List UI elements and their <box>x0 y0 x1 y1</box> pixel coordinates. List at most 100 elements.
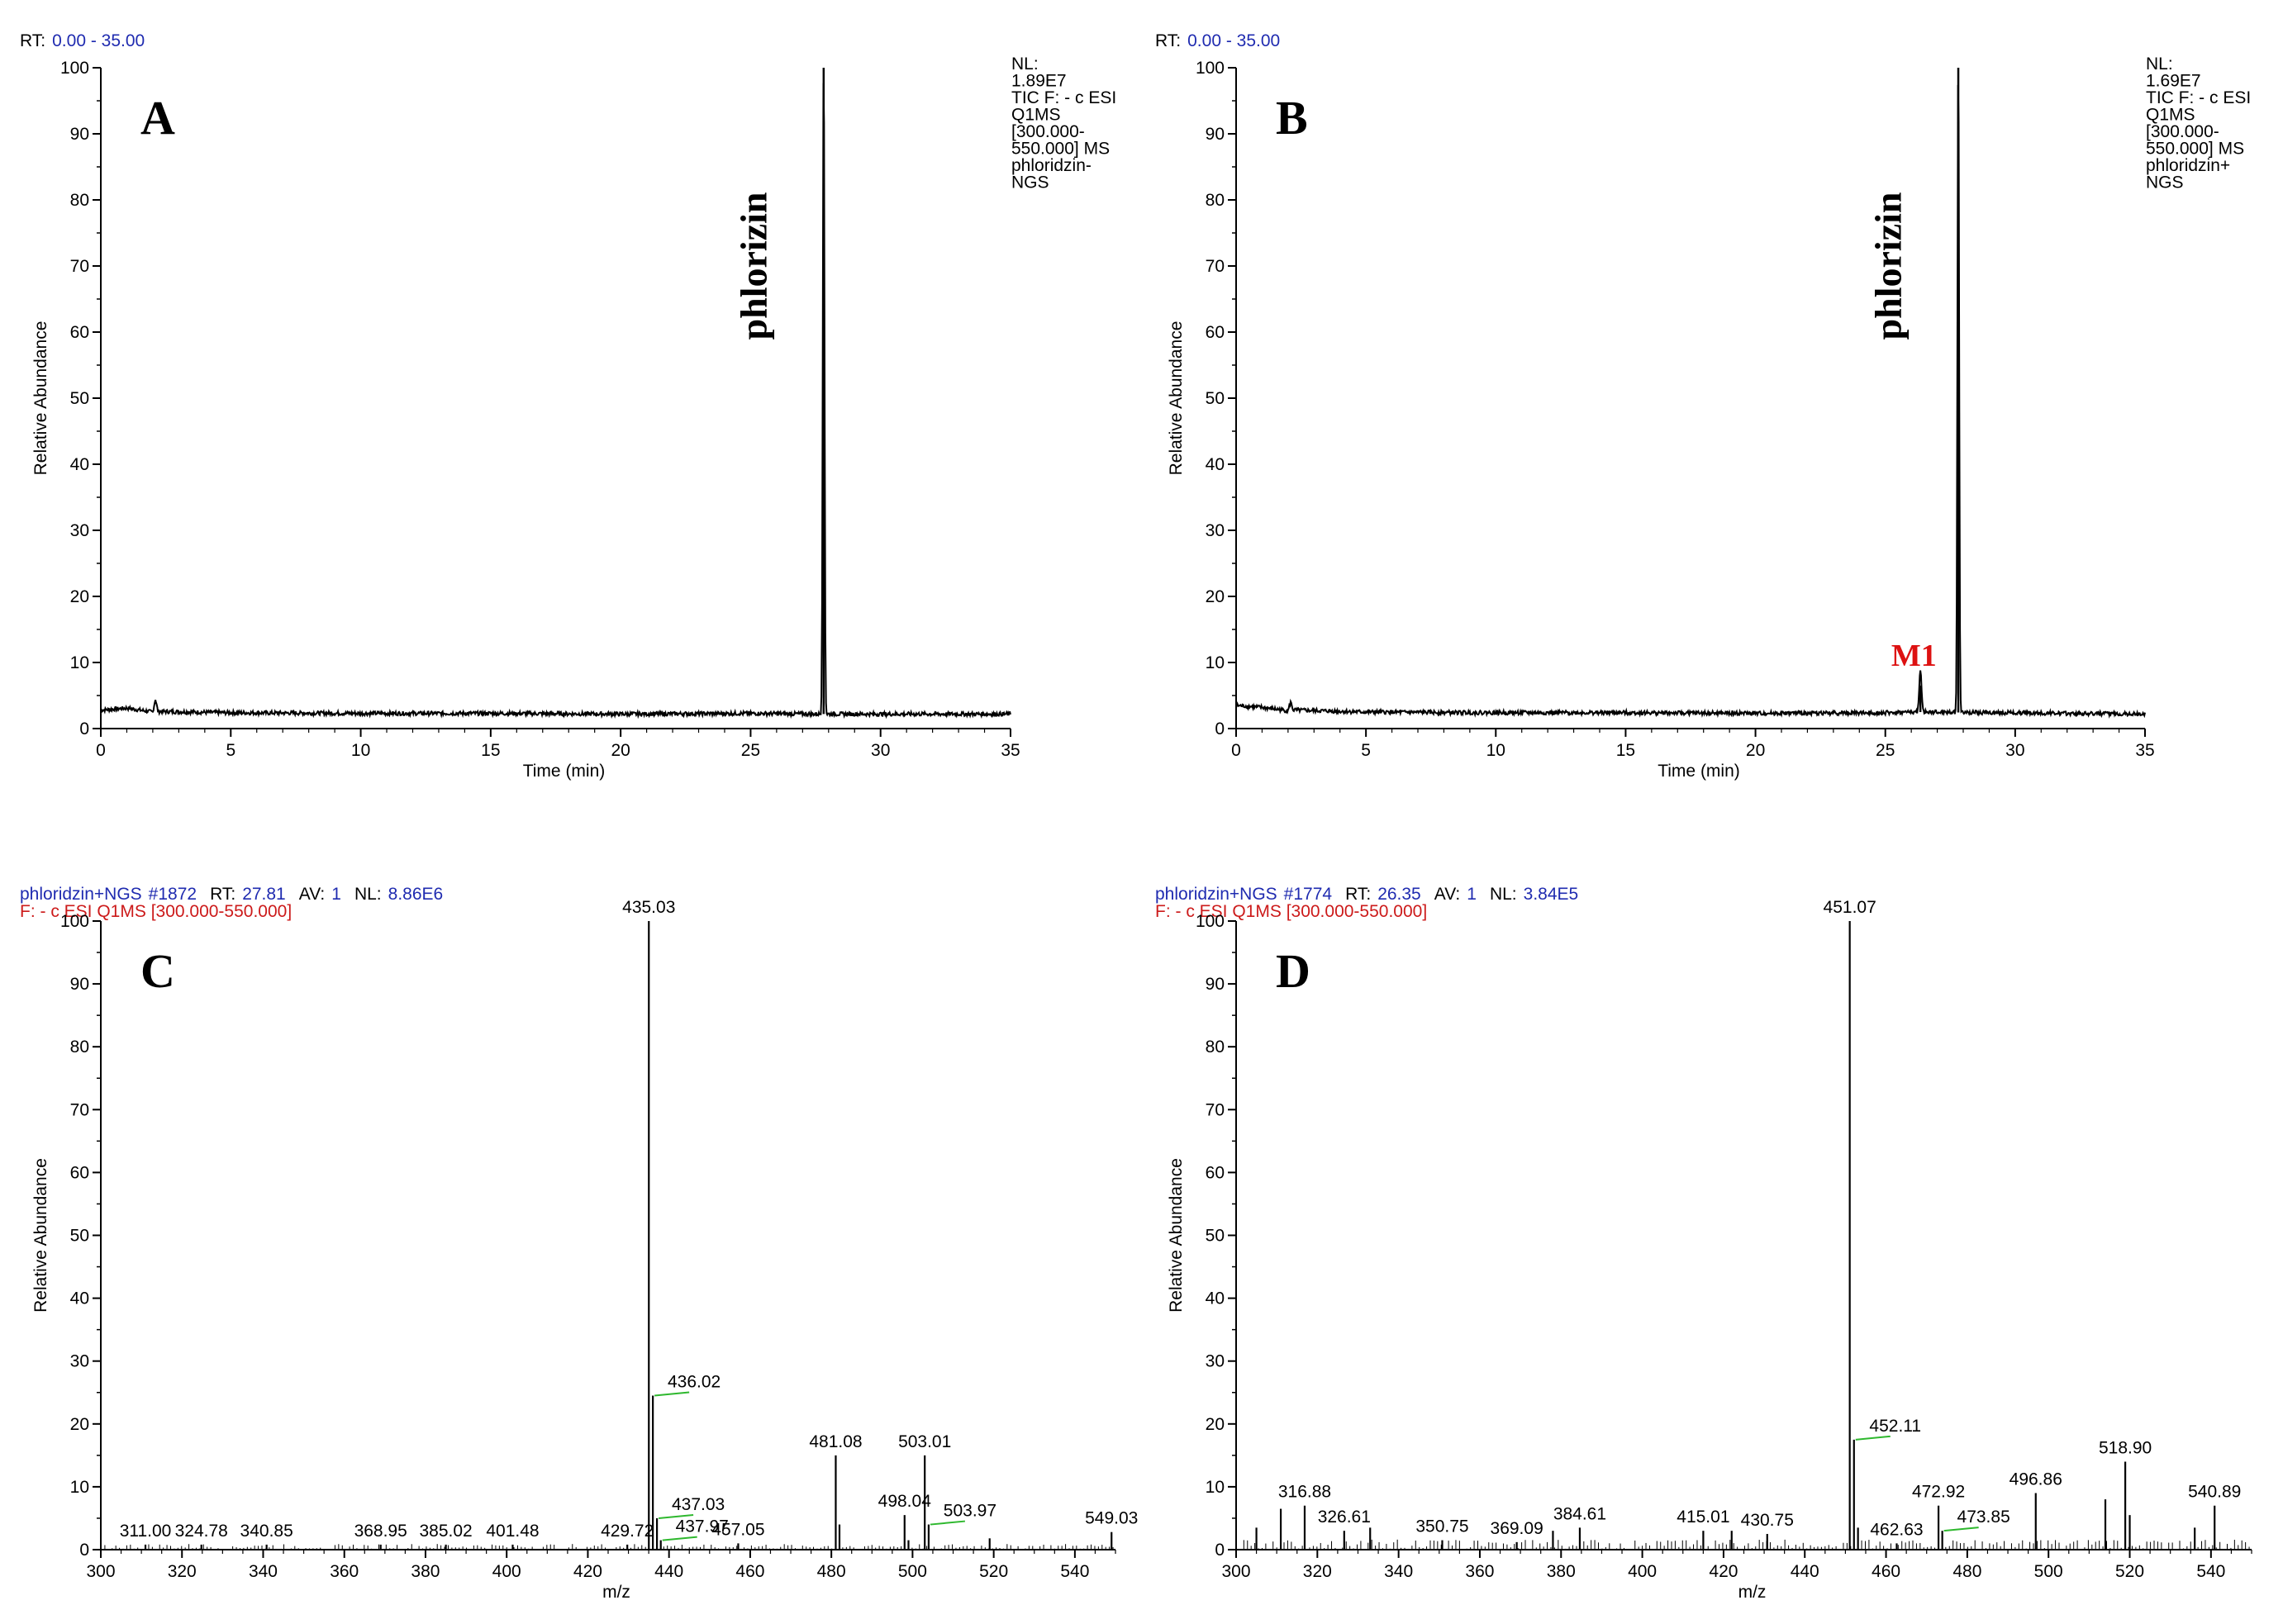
peak-label: 503.97 <box>944 1502 996 1521</box>
y-tick-label: 20 <box>1206 587 1225 606</box>
x-tick-label: 10 <box>1486 741 1505 760</box>
peak-label: 436.02 <box>668 1373 721 1392</box>
peak-label: 326.61 <box>1318 1508 1371 1527</box>
x-tick-label: 540 <box>2196 1562 2225 1581</box>
y-tick-label: 90 <box>70 125 89 144</box>
x-tick-label: 35 <box>1001 741 1020 760</box>
y-tick-label: 30 <box>1206 521 1225 540</box>
x-tick-label: 360 <box>1465 1562 1494 1581</box>
peak-label: 549.03 <box>1085 1509 1138 1528</box>
y-tick-label: 60 <box>1206 323 1225 342</box>
y-tick-label: 50 <box>1206 1227 1225 1246</box>
y-tick-label: 40 <box>1206 1289 1225 1308</box>
info-line: phloridzin+ <box>2146 156 2230 175</box>
y-tick-label: 90 <box>1206 975 1225 994</box>
x-tick-label: 440 <box>1791 1562 1819 1581</box>
y-tick-label: 20 <box>70 1415 89 1434</box>
panel-letter: B <box>1276 91 1308 145</box>
y-tick-label: 90 <box>1206 125 1225 144</box>
peak-label: 384.61 <box>1553 1504 1606 1523</box>
y-tick-label: 80 <box>1206 1038 1225 1057</box>
peak-label: 324.78 <box>175 1522 228 1541</box>
peak-label: 498.04 <box>878 1492 932 1511</box>
panel-a: RT: 0.00 - 35.00 0 10 20 30 40 50 60 70 80 90 100 0 5 1… <box>20 31 1116 781</box>
x-tick-label: 0 <box>1231 741 1241 760</box>
y-tick-label: 40 <box>70 455 89 474</box>
header-label: RT: <box>210 885 235 904</box>
label-connector <box>658 1513 694 1519</box>
header-value: #1774 <box>1284 885 1333 904</box>
x-tick-label: 320 <box>1303 1562 1332 1581</box>
x-tick-label: 420 <box>573 1562 602 1581</box>
x-tick-label: 440 <box>654 1562 683 1581</box>
header-value: 3.84E5 <box>1524 885 1579 904</box>
y-tick-label: 90 <box>70 975 89 994</box>
x-tick-label: 5 <box>226 741 235 760</box>
peak-label: 401.48 <box>486 1522 539 1541</box>
info-line: Q1MS <box>1011 106 1061 125</box>
panel-d: phloridzin+NGS #1774 RT: 26.35 AV: 1 NL: 3.84E5… <box>1155 885 2252 1602</box>
header-label: AV: <box>1434 885 1461 904</box>
header-label: phloridzin+NGS <box>20 885 142 904</box>
header-value: 0.00 - 35.00 <box>1187 31 1280 50</box>
y-tick-label: 0 <box>79 1541 89 1560</box>
header-label: RT: <box>1155 31 1181 50</box>
x-tick-label: 500 <box>2034 1562 2063 1581</box>
x-tick-label: 420 <box>1709 1562 1738 1581</box>
peak-label: 462.63 <box>1870 1520 1923 1539</box>
x-tick-label: 20 <box>611 741 630 760</box>
header-value: 0.00 - 35.00 <box>52 31 145 50</box>
y-tick-label: 20 <box>70 587 89 606</box>
y-tick-label: 100 <box>1196 912 1225 931</box>
y-tick-label: 40 <box>1206 455 1225 474</box>
y-tick-label: 50 <box>70 389 89 408</box>
y-tick-label: 60 <box>70 323 89 342</box>
header-label: NL: <box>354 885 382 904</box>
peak-label: 437.03 <box>672 1495 725 1514</box>
peak-label: 496.86 <box>2010 1470 2062 1489</box>
y-tick-label: 100 <box>60 59 89 78</box>
y-tick-label: 30 <box>70 1352 89 1371</box>
info-line: 550.000] MS <box>2146 140 2244 159</box>
x-tick-label: 340 <box>1384 1562 1413 1581</box>
y-tick-label: 10 <box>70 653 89 672</box>
peak-label: 311.00 <box>120 1522 172 1541</box>
peak-label: 430.75 <box>1741 1511 1794 1530</box>
x-tick-label: 35 <box>2135 741 2154 760</box>
panel-letter: C <box>140 944 175 998</box>
header-value: #1872 <box>149 885 197 904</box>
x-tick-label: 540 <box>1060 1562 1089 1581</box>
x-tick-label: 520 <box>2115 1562 2144 1581</box>
x-tick-label: 300 <box>86 1562 115 1581</box>
y-axis-label: Relative Abundance <box>1167 321 1186 476</box>
header-label: phloridzin+NGS <box>1155 885 1277 904</box>
peak-label: 503.01 <box>898 1432 951 1451</box>
peak-label: 540.89 <box>2188 1483 2241 1502</box>
info-line: 550.000] MS <box>1011 140 1110 159</box>
peak-label: 437.97 <box>676 1517 729 1536</box>
x-tick-label: 520 <box>979 1562 1008 1581</box>
x-tick-label: 400 <box>1628 1562 1657 1581</box>
peak-label: 518.90 <box>2099 1438 2152 1457</box>
x-tick-label: 380 <box>411 1562 440 1581</box>
peak-label: 369.09 <box>1491 1519 1543 1538</box>
y-tick-label: 10 <box>70 1478 89 1497</box>
label-connector <box>1855 1435 1891 1441</box>
header-line: RT: 0.00 - 35.00 <box>20 31 145 50</box>
x-axis-label: Time (min) <box>1658 762 1740 781</box>
peak-label: 316.88 <box>1278 1483 1331 1502</box>
header-value: 27.81 <box>242 885 286 904</box>
info-line: TIC F: - c ESI <box>2146 88 2251 107</box>
y-tick-label: 70 <box>70 257 89 276</box>
header-value: 8.86E6 <box>388 885 444 904</box>
y-tick-label: 30 <box>1206 1352 1225 1371</box>
header-label: RT: <box>1345 885 1371 904</box>
y-tick-label: 40 <box>70 1289 89 1308</box>
y-tick-label: 0 <box>1215 1541 1225 1560</box>
y-axis-label: Relative Abundance <box>31 1158 50 1313</box>
header-value: 1 <box>1467 885 1477 904</box>
peak-label: 385.02 <box>420 1522 473 1541</box>
header-line: phloridzin+NGS #1872 RT: 27.81 AV: 1 NL: 8.86E6 <box>20 885 443 904</box>
label-connector <box>654 1391 690 1397</box>
y-tick-label: 80 <box>70 191 89 210</box>
